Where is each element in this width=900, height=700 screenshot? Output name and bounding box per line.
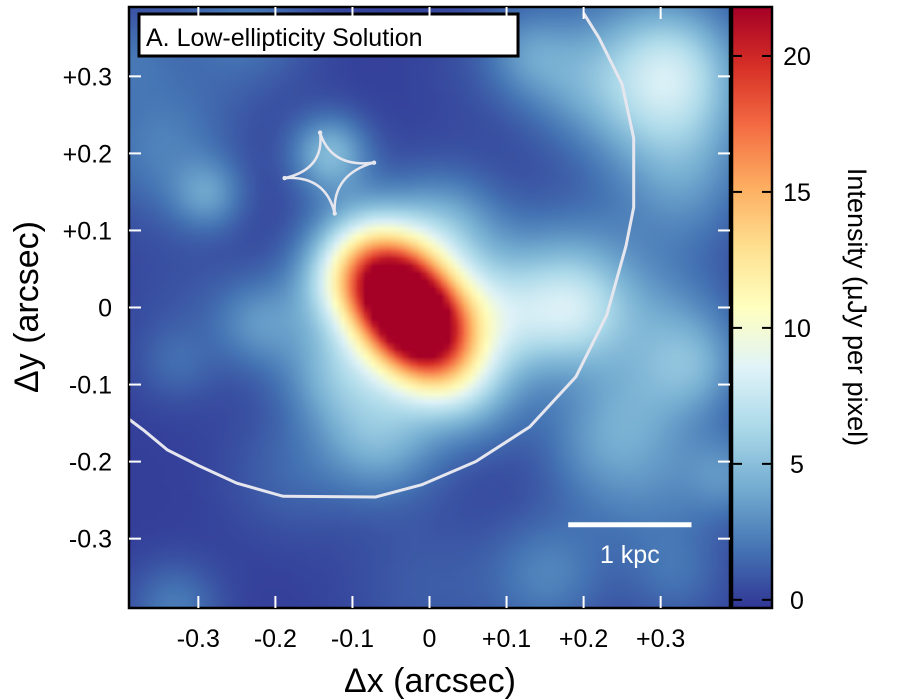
colorbar-title: Intensity (μJy per pixel) xyxy=(842,168,872,446)
y-tick-label: 0 xyxy=(98,295,112,323)
x-tick-label: +0.2 xyxy=(559,625,608,653)
scale-bar: 1 kpc xyxy=(568,522,692,569)
x-tick-label: -0.3 xyxy=(177,625,220,653)
panel-title-frame xyxy=(137,12,520,58)
critical-curve xyxy=(129,12,636,499)
x-tick-label: +0.3 xyxy=(636,625,685,653)
colorbar-tick-label: 15 xyxy=(783,179,811,207)
caustic-cusp xyxy=(282,175,287,181)
x-tick-label: +0.1 xyxy=(482,625,531,653)
colorbar-ticks: 0 5 10 15 20 xyxy=(732,43,811,615)
x-tick-label: 0 xyxy=(423,625,437,653)
panel-title: A. Low-ellipticity Solution xyxy=(146,24,423,52)
scale-bar-label: 1 kpc xyxy=(600,541,660,569)
y-tick-label: +0.2 xyxy=(63,140,112,168)
colorbar-tick-label: 20 xyxy=(783,43,811,71)
y-axis-ticks: +0.3 +0.2 +0.1 0 -0.1 -0.2 -0.3 xyxy=(63,63,730,554)
x-axis-title: Δx (arcsec) xyxy=(344,662,516,700)
caustic-cusp xyxy=(332,211,337,216)
y-axis-title: Δy (arcsec) xyxy=(8,221,46,393)
colorbar-tick-label: 10 xyxy=(783,315,811,343)
y-tick-label: +0.1 xyxy=(63,217,112,245)
colorbar: 0 5 10 15 20 Intensity (μJy per pixel) xyxy=(730,5,872,615)
colorbar-gradient xyxy=(732,7,772,608)
y-tick-label: -0.3 xyxy=(69,526,112,554)
caustic-cusp xyxy=(317,130,323,135)
caustic-cusps xyxy=(282,130,377,216)
y-tick-label: -0.2 xyxy=(69,449,112,477)
colorbar-frame xyxy=(730,5,774,610)
heatmap-image xyxy=(129,7,730,608)
heatmap xyxy=(129,7,730,608)
colorbar-tick-label: 0 xyxy=(790,587,804,615)
y-tick-label: +0.3 xyxy=(63,63,112,91)
panel-title-box: A. Low-ellipticity Solution xyxy=(137,12,520,58)
colorbar-tick-label: 5 xyxy=(790,451,804,479)
caustic-cusp xyxy=(371,160,377,165)
x-tick-label: -0.1 xyxy=(331,625,374,653)
x-axis-ticks: -0.3 -0.2 -0.1 0 +0.1 +0.2 +0.3 xyxy=(177,7,685,653)
x-tick-label: -0.2 xyxy=(254,625,297,653)
y-tick-label: -0.1 xyxy=(69,372,112,400)
